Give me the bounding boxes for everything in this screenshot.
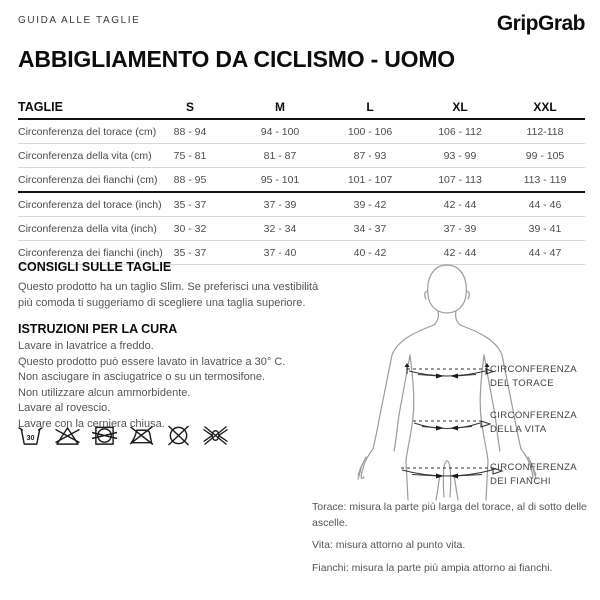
cell: 93 - 99 (443, 149, 477, 162)
cell: 44 - 47 (528, 246, 562, 259)
cell: 37 - 40 (263, 246, 297, 259)
table-row: Circonferenza della vita (cm) 75 - 81 81… (18, 144, 585, 168)
row-label: Circonferenza dei fianchi (cm) (18, 173, 158, 186)
cell: 106 - 112 (438, 125, 482, 138)
no-dry-clean-icon (168, 425, 189, 446)
cell: 101 - 107 (347, 173, 393, 186)
table-row: Circonferenza del torace (cm) 88 - 94 94… (18, 120, 585, 144)
cell: 100 - 106 (347, 125, 393, 138)
column-header: M (275, 99, 285, 114)
care-line: Questo prodotto può essere lavato in lav… (18, 355, 286, 368)
column-header: TAGLIE (18, 99, 63, 114)
cell: 39 - 41 (528, 222, 562, 235)
page-title: ABBIGLIAMENTO DA CICLISMO - UOMO (18, 46, 455, 72)
measurement-notes: Torace: misura la parte più larga del to… (312, 500, 589, 583)
no-bleach-icon (55, 427, 80, 445)
table-row: Circonferenza del torace (inch) 35 - 37 … (18, 193, 585, 217)
cell: 75 - 81 (173, 149, 207, 162)
column-header: XXL (533, 99, 557, 114)
cell: 30 - 32 (173, 222, 207, 235)
care-line: Lavare in lavatrice a freddo. (18, 340, 154, 352)
column-header: L (366, 99, 374, 114)
no-iron-icon (129, 426, 154, 445)
cell: 40 - 42 (353, 246, 387, 259)
care-line: Lavare con la cerniera chiusa. (18, 417, 165, 430)
care-line: Non asciugare in asciugatrice o su un te… (18, 371, 266, 383)
note-torace: Torace: misura la parte più larga del to… (312, 501, 587, 529)
note-vita: Vita: misura attorno al punto vita. (312, 539, 466, 551)
page-eyebrow: GUIDA ALLE TAGLIE (18, 15, 141, 26)
label-circonferenza-vita: CIRCONFERENZA DELLA VITA (490, 410, 578, 435)
cell: 94 - 100 (260, 125, 300, 138)
svg-text:30: 30 (27, 434, 35, 442)
row-label: Circonferenza del torace (inch) (18, 198, 162, 211)
cell: 87 - 93 (353, 149, 387, 162)
cell: 35 - 37 (173, 246, 207, 259)
body-measurement-diagram (357, 264, 537, 501)
row-label: Circonferenza della vita (cm) (18, 149, 152, 162)
label-circonferenza-torace: CIRCONFERENZA DEL TORACE (490, 364, 578, 389)
size-table: TAGLIE S M L XL XXL Circonferenza del to… (18, 95, 585, 265)
label-circonferenza-fianchi: CIRCONFERENZA DEI FIANCHI (490, 462, 578, 487)
cell: 42 - 44 (443, 246, 477, 259)
cell: 37 - 39 (263, 198, 297, 211)
wash-30-icon: 30 (18, 427, 43, 445)
cell: 34 - 37 (353, 222, 387, 235)
table-row: Circonferenza dei fianchi (inch) 35 - 37… (18, 241, 585, 265)
care-icons-row: 30 (18, 424, 228, 447)
table-row: Circonferenza della vita (inch) 30 - 32 … (18, 217, 585, 241)
no-wring-icon (203, 426, 228, 445)
istruzioni-heading: ISTRUZIONI PER LA CURA (18, 322, 178, 336)
note-fianchi: Fianchi: misura la parte più ampia attor… (312, 561, 553, 574)
row-label: Circonferenza dei fianchi (inch) (18, 246, 163, 259)
table-header-row: TAGLIE S M L XL XXL (18, 95, 585, 120)
cell: 44 - 46 (528, 198, 562, 211)
cell: 32 - 34 (263, 222, 297, 235)
table-row: Circonferenza dei fianchi (cm) 88 - 95 9… (18, 168, 585, 193)
cell: 88 - 94 (173, 125, 207, 138)
no-tumble-dry-icon (92, 426, 117, 445)
row-label: Circonferenza del torace (cm) (18, 125, 157, 138)
cell: 112-118 (526, 125, 564, 138)
cell: 88 - 95 (173, 173, 207, 186)
care-instructions: Lavare in lavatrice a freddo. Questo pro… (18, 339, 320, 432)
figure-head (427, 264, 467, 314)
cell: 99 - 105 (525, 149, 565, 162)
consigli-body: Questo prodotto ha un taglio Slim. Se pr… (18, 281, 319, 309)
column-header: S (185, 99, 194, 114)
cell: 35 - 37 (173, 198, 207, 211)
care-line: Lavare al rovescio. (18, 402, 111, 414)
cell: 42 - 44 (443, 198, 477, 211)
cell: 39 - 42 (353, 198, 387, 211)
consigli-heading: CONSIGLI SULLE TAGLIE (18, 260, 172, 274)
cell: 107 - 113 (438, 173, 482, 186)
cell: 37 - 39 (443, 222, 477, 235)
row-label: Circonferenza della vita (inch) (18, 222, 157, 235)
column-header: XL (452, 99, 468, 114)
care-line: Non utilizzare alcun ammorbidente. (18, 386, 191, 399)
cell: 81 - 87 (263, 149, 297, 162)
gripgrab-logo: GripGrab (496, 12, 586, 35)
cell: 95 - 101 (260, 173, 300, 186)
cell: 113 - 119 (523, 173, 567, 186)
